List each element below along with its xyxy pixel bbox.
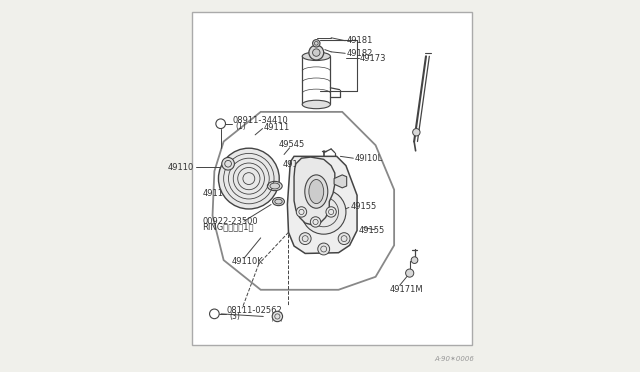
Ellipse shape: [302, 52, 330, 61]
Circle shape: [296, 207, 307, 217]
Ellipse shape: [305, 175, 328, 208]
Text: 49111E: 49111E: [282, 160, 314, 169]
Text: 49171M: 49171M: [390, 285, 423, 294]
Circle shape: [310, 217, 321, 227]
Circle shape: [301, 190, 346, 234]
Text: 49111: 49111: [264, 123, 290, 132]
Ellipse shape: [270, 183, 280, 189]
Text: 49155: 49155: [350, 202, 377, 211]
Text: RINGリング〈1〉: RINGリング〈1〉: [202, 222, 253, 231]
Text: 49111C: 49111C: [202, 189, 234, 198]
FancyBboxPatch shape: [192, 12, 472, 345]
Text: N: N: [218, 121, 223, 127]
Text: 08111-02562: 08111-02562: [227, 307, 282, 315]
Text: (3): (3): [229, 312, 240, 321]
Circle shape: [216, 119, 225, 129]
Polygon shape: [294, 157, 335, 225]
Circle shape: [272, 311, 283, 322]
Ellipse shape: [273, 198, 284, 206]
Ellipse shape: [309, 180, 324, 203]
Text: 49110: 49110: [168, 163, 194, 172]
Ellipse shape: [302, 100, 330, 109]
Text: (1): (1): [235, 122, 246, 131]
Text: A·90✶0006: A·90✶0006: [434, 356, 474, 362]
Text: 08911-34410: 08911-34410: [233, 116, 289, 125]
Text: 49182: 49182: [347, 49, 373, 58]
Circle shape: [300, 233, 311, 244]
Circle shape: [222, 157, 234, 170]
Text: 00922-23500: 00922-23500: [202, 217, 258, 226]
Polygon shape: [287, 156, 357, 253]
Text: 49545: 49545: [278, 140, 305, 149]
Circle shape: [309, 45, 324, 60]
Circle shape: [218, 148, 279, 209]
Text: 49110K: 49110K: [232, 257, 264, 266]
Ellipse shape: [268, 182, 282, 190]
Text: 49155: 49155: [359, 226, 385, 235]
Text: 49181: 49181: [347, 36, 373, 45]
Circle shape: [411, 257, 418, 263]
Text: B: B: [212, 311, 217, 317]
Circle shape: [413, 129, 420, 136]
Circle shape: [318, 243, 330, 255]
Text: 49I10L: 49I10L: [355, 154, 383, 163]
Circle shape: [326, 207, 336, 217]
Polygon shape: [334, 175, 347, 188]
Text: 49173: 49173: [360, 54, 387, 62]
Circle shape: [209, 309, 219, 319]
Circle shape: [312, 49, 320, 56]
Circle shape: [338, 233, 350, 244]
Circle shape: [406, 269, 414, 277]
Ellipse shape: [275, 199, 282, 204]
Circle shape: [312, 39, 320, 47]
